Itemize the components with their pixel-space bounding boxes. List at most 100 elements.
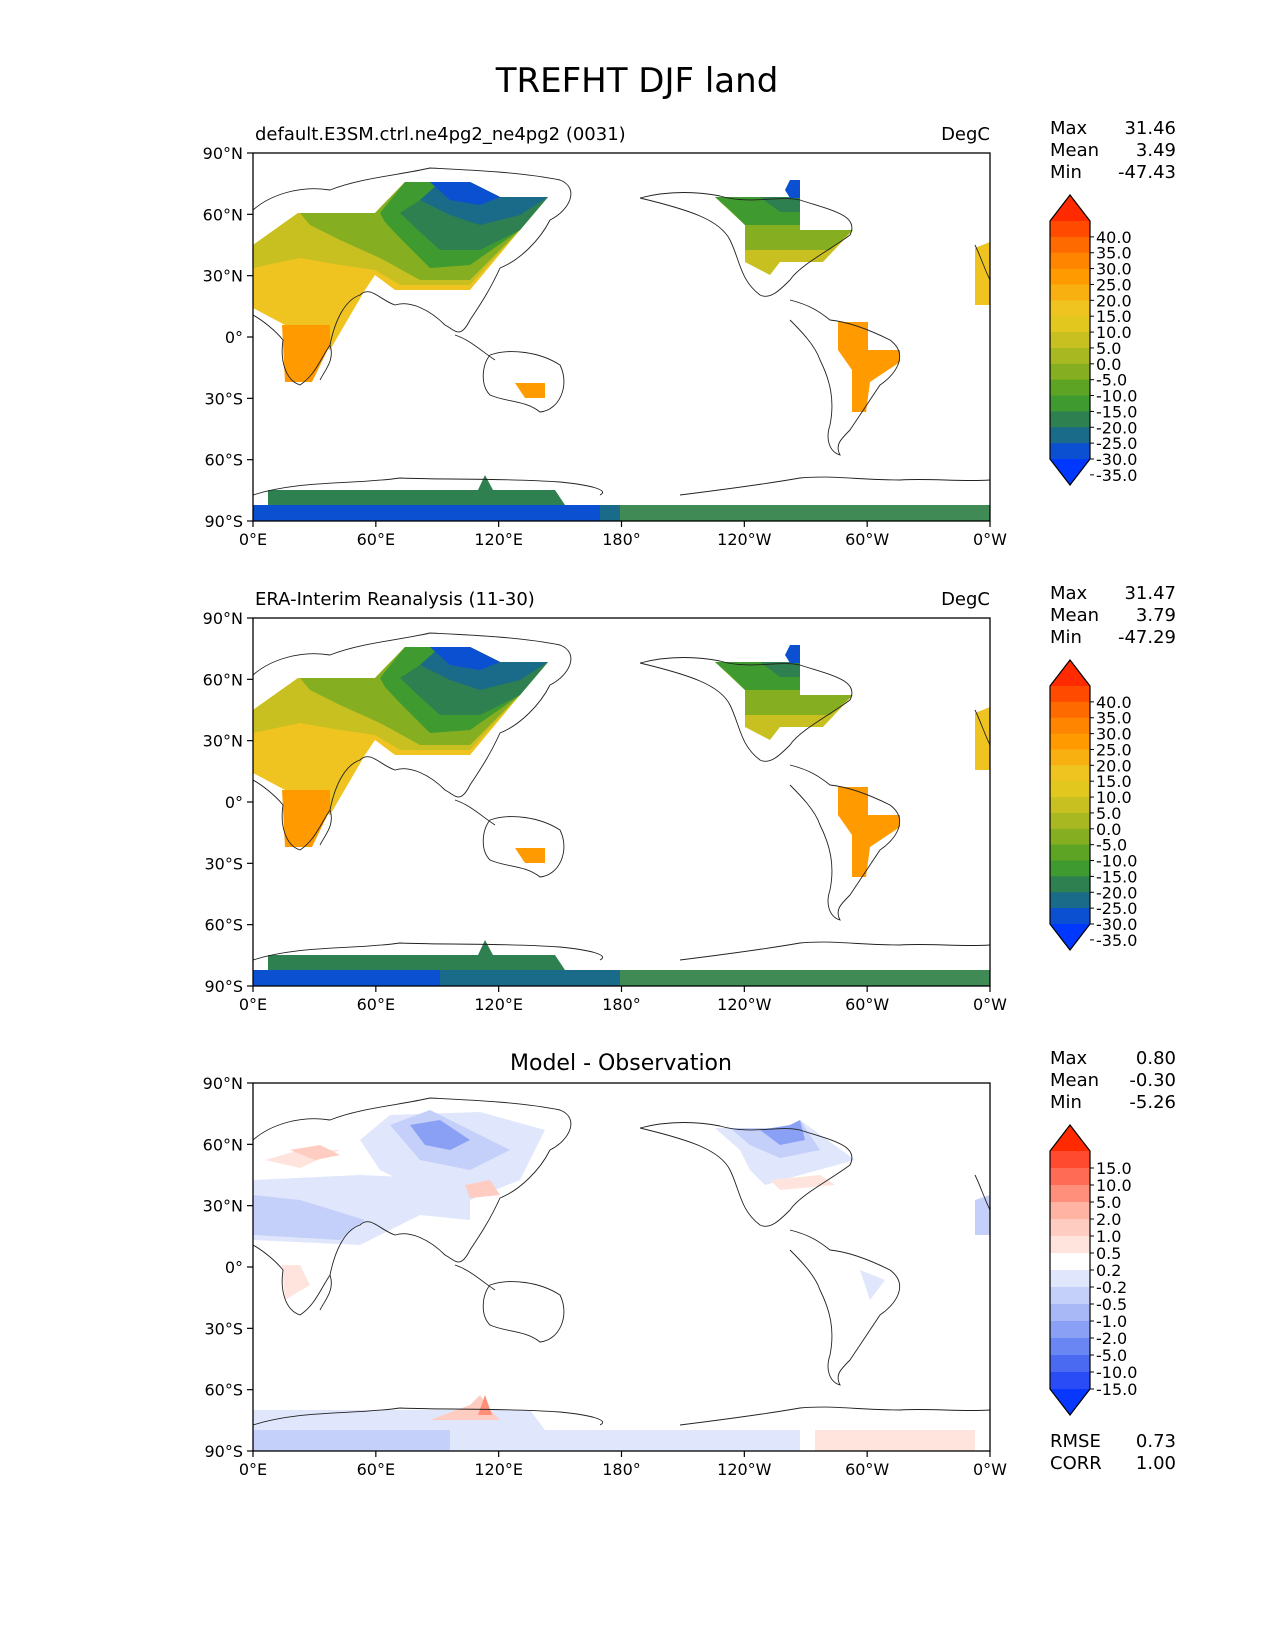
y-tick-label: 60°N [203,205,243,224]
y-tick-label: 0° [225,793,243,812]
colorbar-segment [1050,1168,1090,1186]
colorbar-segment [1050,733,1090,750]
colorbar-segment [1050,1355,1090,1373]
temperature-contours-obs [253,645,990,986]
colorbar-label: 15.0 [1096,1159,1132,1178]
colorbar-segment [1050,268,1090,285]
colorbar-label: 25.0 [1096,275,1132,294]
colorbar-label: 10.0 [1096,323,1132,342]
colorbar-label: 35.0 [1096,709,1132,728]
panel-obs-units: DegC [941,589,990,610]
x-tick-label: 180° [602,530,641,549]
x-tick-label: 60°W [845,1460,889,1479]
x-tick-label: 0°W [973,1460,1007,1479]
colorbar-label: -2.0 [1096,1329,1127,1348]
colorbar-segment [1050,1270,1090,1288]
colorbar-extend-max [1050,195,1090,221]
colorbar-extend-max [1050,1125,1090,1151]
colorbar-segment [1050,411,1090,428]
y-tick-label: 60°S [204,916,243,935]
panel-obs: ERA-Interim Reanalysis (11-30) DegC [203,589,1008,1014]
colorbar-label: 2.0 [1096,1210,1121,1229]
colorbar-label: 0.0 [1096,355,1121,374]
x-tick-label: 120°E [474,530,523,549]
y-tick-label: 30°S [204,389,243,408]
corr-value: 1.00 [1136,1453,1176,1474]
stat-label: Mean [1050,605,1099,626]
x-tick-label: 120°E [474,995,523,1014]
stat-value: -0.30 [1129,1070,1176,1091]
colorbar-segment [1050,316,1090,333]
colorbar-segment [1050,363,1090,381]
x-tick-label: 120°W [717,995,772,1014]
colorbar-label: 20.0 [1096,756,1132,775]
colorbar-segment [1050,844,1090,862]
x-tick-label: 60°W [845,530,889,549]
x-tick-label: 60°E [357,1460,395,1479]
coastlines-diff [252,1097,991,1426]
y-tick-label: 0° [225,328,243,347]
y-tick-label: 90°S [204,512,243,531]
panel-model-units: DegC [941,124,990,145]
colorbar-segment [1050,1185,1090,1203]
colorbar-label: 15.0 [1096,772,1132,791]
y-tick-label: 90°N [203,1074,243,1093]
colorbar-label: 35.0 [1096,244,1132,263]
colorbar-label: -10.0 [1096,387,1137,406]
colorbar-label: 40.0 [1096,228,1132,247]
x-tick-label: 60°E [357,530,395,549]
colorbar-label: 15.0 [1096,307,1132,326]
colorbar-segment [1050,347,1090,365]
figure-title: TREFHT DJF land [495,61,779,101]
map-frame-obs [253,618,990,986]
colorbar-segment [1050,765,1090,782]
difference-contours [253,1110,990,1451]
colorbar-label: -5.0 [1096,371,1127,390]
colorbar-segment [1050,1287,1090,1305]
colorbar-label: -30.0 [1096,450,1137,469]
colorbar-label: -5.0 [1096,1346,1127,1365]
y-tick-label: 0° [225,1258,243,1277]
colorbar-extend-min [1050,924,1090,950]
colorbar-segment [1050,892,1090,909]
colorbar-label: 0.0 [1096,820,1121,839]
y-tick-label: 30°N [203,267,243,286]
colorbar-label: 5.0 [1096,339,1121,358]
colorbar-label: -1.0 [1096,1312,1127,1331]
colorbar-label: -30.0 [1096,915,1137,934]
panel-obs-title: ERA-Interim Reanalysis (11-30) [255,589,535,610]
panel-model: default.E3SM.ctrl.ne4pg2_ne4pg2 (0031) D… [203,124,1008,549]
x-tick-label: 120°W [717,1460,772,1479]
colorbar-segment [1050,701,1090,719]
colorbar-label: -15.0 [1096,402,1137,421]
y-tick-label: 60°N [203,670,243,689]
colorbar-segment [1050,717,1090,735]
colorbar-segment [1050,1372,1090,1390]
stat-value: 31.46 [1124,118,1176,139]
colorbar-segment [1050,828,1090,846]
colorbar-label: 10.0 [1096,788,1132,807]
stat-label: Min [1050,1092,1082,1113]
colorbar-model: 40.035.030.025.020.015.010.05.00.0-5.0-1… [1049,194,1137,486]
colorbar-label: 20.0 [1096,291,1132,310]
colorbar-label: 40.0 [1096,693,1132,712]
colorbar-label: -0.2 [1096,1278,1127,1297]
colorbar-label: -20.0 [1096,883,1137,902]
colorbar-label: 1.0 [1096,1227,1121,1246]
colorbar-label: 10.0 [1096,1176,1132,1195]
map-frame-model [253,153,990,521]
colorbar-segment [1050,1304,1090,1322]
stats-obs: Max 31.47 Mean 3.79 Min -47.29 [1050,583,1176,648]
rmse-value: 0.73 [1136,1431,1176,1452]
stat-label: Mean [1050,140,1099,161]
x-tick-label: 180° [602,995,641,1014]
colorbar-segment [1050,1236,1090,1254]
colorbar-label: 0.2 [1096,1261,1121,1280]
colorbar-segment [1050,395,1090,412]
colorbar-segment [1050,427,1090,444]
colorbar-segment [1050,860,1090,877]
x-tick-label: 60°W [845,995,889,1014]
y-tick-label: 90°N [203,609,243,628]
stat-label: Max [1050,118,1088,139]
x-tick-label: 0°W [973,530,1007,549]
